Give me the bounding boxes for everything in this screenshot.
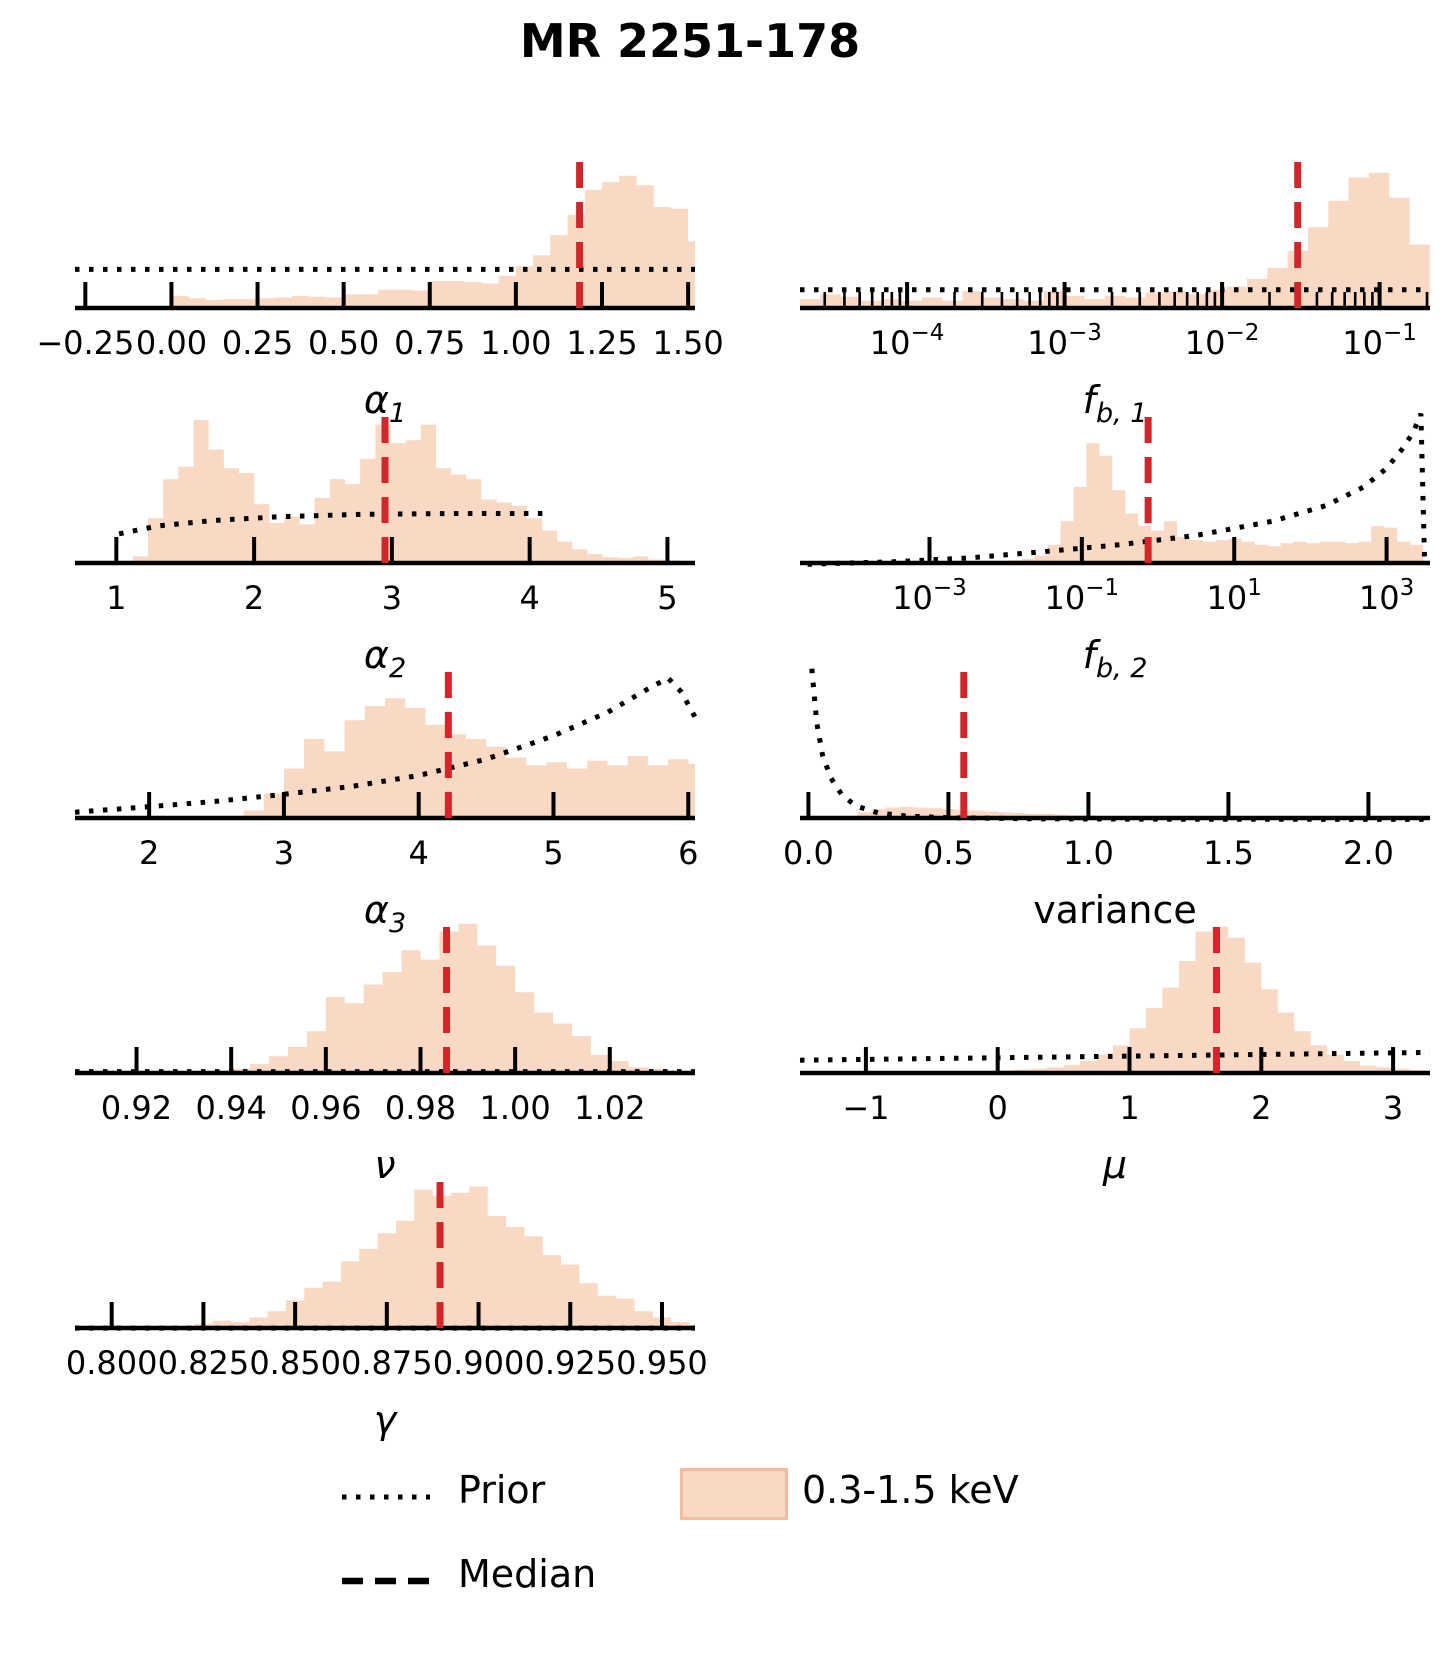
panel-fb1: 10−4 10−3 10−2 10−1 fb, 1 — [800, 152, 1430, 429]
xlabel-alpha2: α2 — [364, 633, 406, 684]
svg-text:0.900: 0.900 — [433, 1344, 525, 1382]
svg-text:0.98: 0.98 — [385, 1089, 456, 1127]
svg-text:10−2: 10−2 — [1185, 320, 1260, 362]
svg-text:0.75: 0.75 — [394, 324, 465, 362]
svg-text:3: 3 — [1383, 1089, 1403, 1127]
svg-text:10−1: 10−1 — [1045, 575, 1120, 617]
xlabel-variance: variance — [1033, 888, 1197, 932]
svg-text:3: 3 — [382, 579, 402, 617]
svg-text:3: 3 — [274, 834, 294, 872]
prior-curve-variance — [809, 668, 1431, 822]
prior-dotted-line-icon — [342, 1494, 430, 1500]
svg-text:2: 2 — [139, 834, 159, 872]
svg-text:1.25: 1.25 — [566, 324, 637, 362]
svg-text:0.92: 0.92 — [101, 1089, 172, 1127]
panel-mu: −1 0 1 2 3 μ — [799, 917, 1431, 1187]
svg-text:101: 101 — [1207, 575, 1262, 617]
xlabel-alpha1: α1 — [364, 378, 406, 429]
svg-text:6: 6 — [678, 834, 698, 872]
panel-alpha3: 2 3 4 5 6 α3 — [74, 662, 698, 939]
svg-text:10−3: 10−3 — [1027, 320, 1102, 362]
panel-alpha1: −0.25 0.00 0.25 0.50 0.75 1.00 1.25 1.50 α1 — [36, 152, 724, 429]
svg-text:5: 5 — [543, 834, 563, 872]
svg-text:1.00: 1.00 — [480, 1089, 551, 1127]
series-swatch — [680, 1468, 788, 1520]
svg-text:10−1: 10−1 — [1342, 320, 1417, 362]
svg-text:0.25: 0.25 — [222, 324, 293, 362]
svg-text:0: 0 — [988, 1089, 1008, 1127]
panel-nu: 0.92 0.94 0.96 0.98 1.00 1.02 ν — [75, 917, 695, 1187]
svg-text:0.825: 0.825 — [158, 1344, 250, 1382]
svg-text:4: 4 — [519, 579, 539, 617]
svg-text:0.94: 0.94 — [196, 1089, 267, 1127]
legend-median-label: Median — [458, 1552, 597, 1596]
figure-title: MR 2251-178 — [519, 14, 861, 68]
svg-text:1.50: 1.50 — [652, 324, 723, 362]
panel-gamma: 0.800 0.825 0.850 0.875 0.900 0.925 0.950 γ — [66, 1172, 708, 1442]
svg-text:1: 1 — [106, 579, 126, 617]
legend-prior-label: Prior — [458, 1468, 546, 1512]
svg-text:0.5: 0.5 — [923, 834, 974, 872]
legend-row-prior: Prior 0.3-1.5 keV — [340, 1468, 1100, 1524]
svg-text:103: 103 — [1359, 575, 1414, 617]
median-dashed-line-icon — [342, 1577, 430, 1585]
svg-text:2: 2 — [1251, 1089, 1271, 1127]
svg-text:10−3: 10−3 — [892, 575, 967, 617]
svg-text:0.800: 0.800 — [66, 1344, 158, 1382]
svg-text:10−4: 10−4 — [870, 320, 945, 362]
svg-text:1.0: 1.0 — [1063, 834, 1114, 872]
svg-text:1.02: 1.02 — [574, 1089, 645, 1127]
xlabel-mu: μ — [1102, 1143, 1127, 1187]
svg-text:0.0: 0.0 — [783, 834, 834, 872]
prior-curve-alpha3 — [74, 674, 698, 815]
svg-text:0.850: 0.850 — [249, 1344, 341, 1382]
svg-text:0.96: 0.96 — [290, 1089, 361, 1127]
panel-variance: 0.0 0.5 1.0 1.5 2.0 variance — [783, 662, 1431, 932]
svg-text:4: 4 — [409, 834, 429, 872]
svg-text:1.5: 1.5 — [1203, 834, 1254, 872]
svg-text:0.875: 0.875 — [341, 1344, 433, 1382]
xlabel-alpha3: α3 — [364, 888, 406, 939]
legend-row-median: Median — [340, 1552, 1100, 1608]
svg-text:1.00: 1.00 — [480, 324, 551, 362]
xlabel-gamma: γ — [374, 1398, 399, 1442]
svg-text:2.0: 2.0 — [1343, 834, 1394, 872]
svg-text:0.925: 0.925 — [524, 1344, 616, 1382]
svg-text:0.950: 0.950 — [616, 1344, 708, 1382]
svg-text:0.50: 0.50 — [308, 324, 379, 362]
panel-alpha2: 1 2 3 4 5 α2 — [75, 407, 695, 684]
legend-series-label: 0.3-1.5 keV — [802, 1468, 1019, 1512]
xlabel-fb1: fb, 1 — [1083, 378, 1148, 429]
svg-text:0.00: 0.00 — [136, 324, 207, 362]
xlabel-nu: ν — [374, 1143, 395, 1187]
svg-text:5: 5 — [657, 579, 677, 617]
svg-text:−0.25: −0.25 — [36, 324, 134, 362]
svg-text:1: 1 — [1119, 1089, 1139, 1127]
svg-text:−1: −1 — [842, 1089, 889, 1127]
svg-text:2: 2 — [244, 579, 264, 617]
